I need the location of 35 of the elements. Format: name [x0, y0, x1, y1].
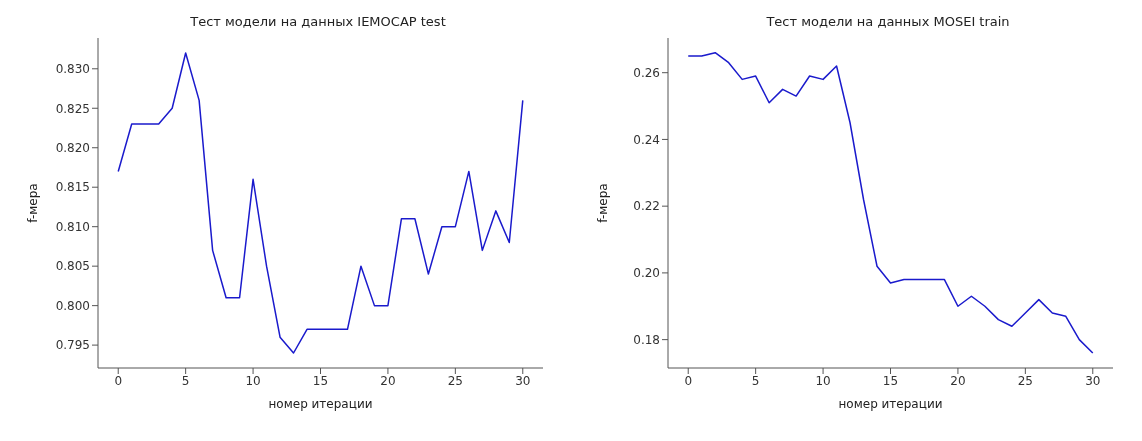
x-tick-label: 10	[815, 373, 831, 388]
y-tick-label: 0.825	[55, 101, 90, 116]
y-axis-title: f-мера	[26, 183, 41, 223]
x-tick-label: 5	[181, 373, 190, 388]
x-tick-label: 15	[312, 373, 329, 388]
x-tick-label: 0	[114, 373, 123, 388]
y-tick-label: 0.815	[55, 180, 90, 195]
y-tick-label: 0.18	[633, 332, 660, 347]
y-tick-label: 0.830	[55, 62, 90, 77]
line-series	[117, 52, 524, 354]
y-tick-label: 0.800	[55, 298, 90, 313]
y-tick-label: 0.820	[55, 141, 90, 155]
x-tick-label: 30	[1085, 373, 1101, 388]
x-tick-label: 25	[1017, 373, 1033, 388]
y-tick-label: 0.24	[633, 132, 660, 147]
y-tick-label: 0.26	[633, 65, 660, 80]
x-tick-label: 20	[380, 373, 396, 388]
y-tick-label: 0.20	[633, 266, 660, 281]
line-series	[687, 51, 1094, 354]
x-tick-label: 0	[684, 373, 693, 388]
x-axis-title: номер итерации	[838, 397, 943, 411]
y-tick-label: 0.22	[633, 199, 660, 214]
chart-title: Тест модели на данных IEMOCAP test	[189, 14, 447, 29]
x-axis-title: номер итерации	[268, 397, 373, 411]
chart-title: Тест модели на данных MOSEI train	[765, 14, 1011, 29]
y-tick-label: 0.805	[55, 259, 90, 274]
x-tick-label: 20	[950, 373, 966, 388]
x-tick-label: 25	[447, 373, 463, 388]
y-tick-label: 0.810	[55, 219, 90, 234]
y-axis-title: f-мера	[596, 183, 611, 223]
y-tick-label: 0.795	[55, 338, 90, 353]
x-tick-label: 10	[245, 373, 261, 388]
x-tick-label: 30	[515, 373, 531, 388]
x-tick-label: 5	[751, 373, 760, 388]
x-tick-label: 15	[882, 373, 899, 388]
